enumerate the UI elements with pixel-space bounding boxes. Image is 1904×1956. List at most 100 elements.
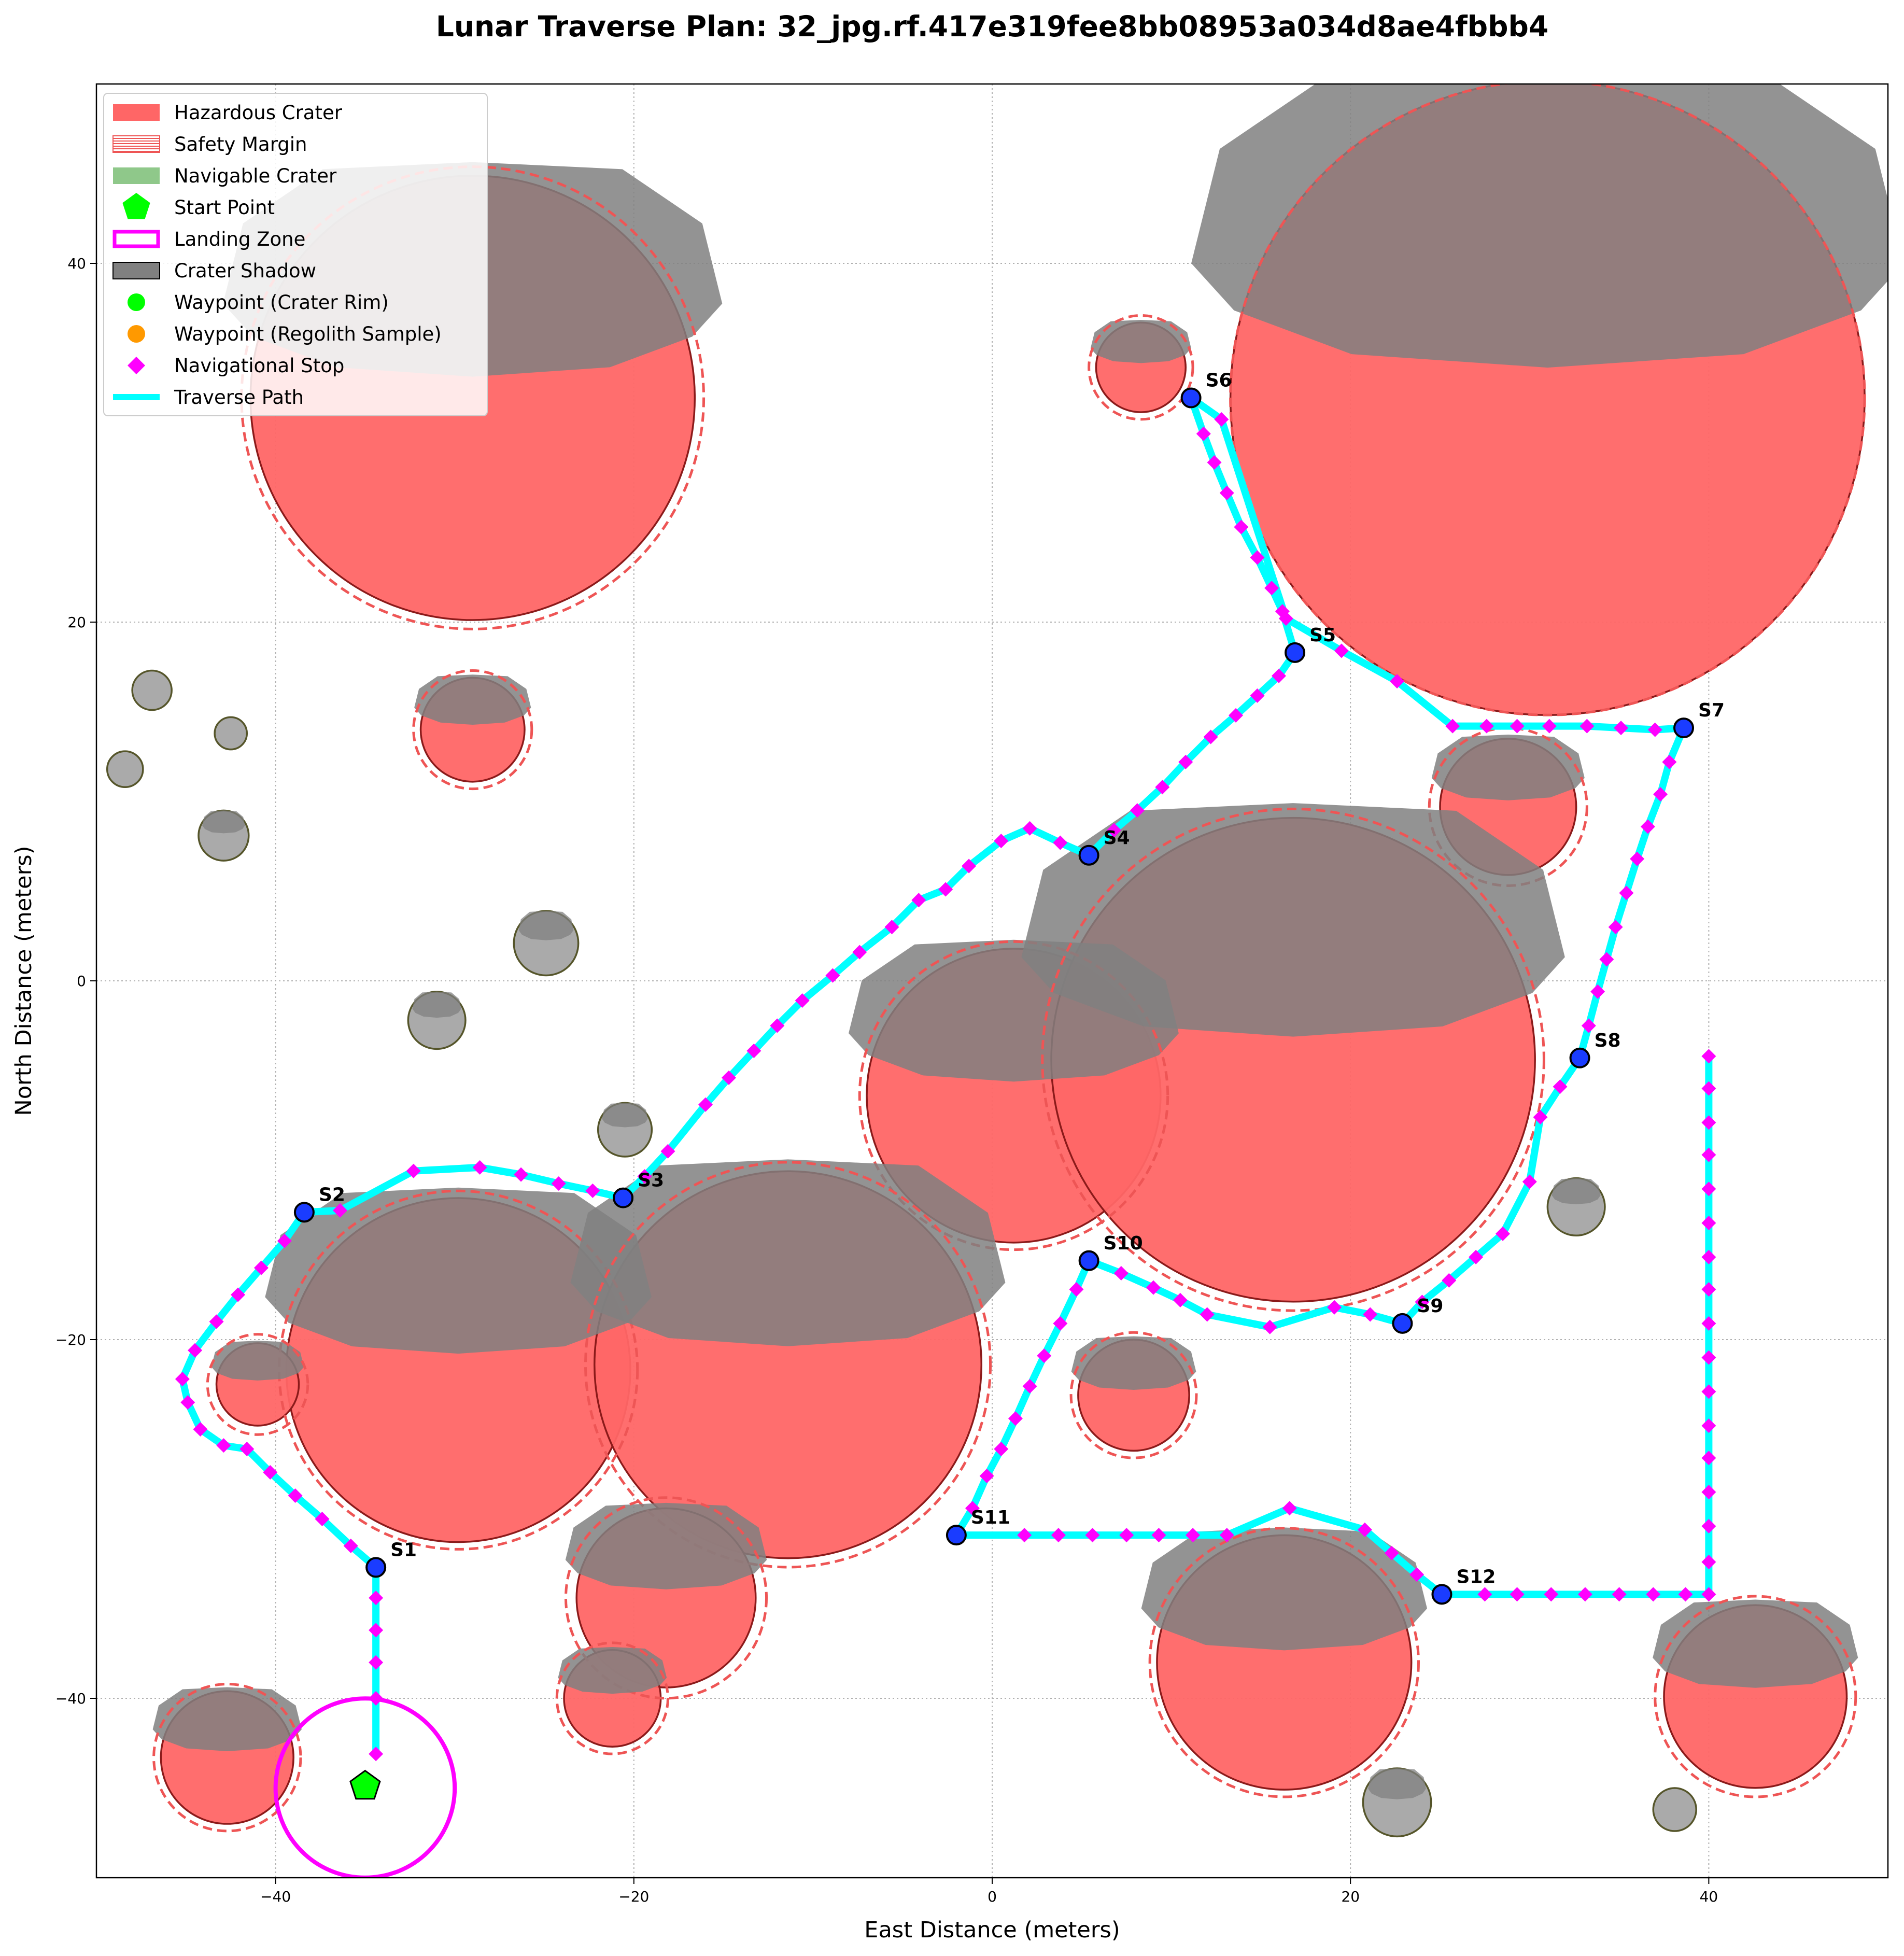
navigational-stop (698, 1097, 713, 1112)
navigational-stop (721, 1070, 736, 1085)
navigational-stop (1678, 1587, 1693, 1602)
stop-marker (613, 1187, 634, 1208)
navigational-stop (1327, 1300, 1342, 1315)
legend-entry: Navigable Crater (113, 165, 337, 187)
navigational-stop (1053, 1316, 1068, 1331)
navigational-stop (369, 1747, 384, 1762)
safety-margin (1069, 1331, 1198, 1459)
navigational-stop (343, 1538, 358, 1553)
navigational-stop (1178, 754, 1193, 769)
stop-label: S12 (1456, 1566, 1496, 1587)
navigational-stop (1363, 1307, 1378, 1322)
stop-marker (293, 1202, 315, 1223)
navigational-stop (825, 968, 840, 983)
navigational-stop (1647, 722, 1662, 737)
y-tick-label: −20 (55, 1331, 86, 1348)
navigable-crater (131, 669, 173, 711)
legend-label: Start Point (174, 196, 275, 219)
navigational-stop (1390, 674, 1405, 689)
navigational-stop (231, 1287, 246, 1302)
legend-shadow-swatch (112, 262, 160, 279)
navigational-stop (1053, 835, 1068, 850)
legend-entry: Navigational Stop (128, 355, 344, 377)
navigational-stop (979, 1468, 994, 1483)
safety-margin (584, 1161, 992, 1569)
navigational-stop (216, 1438, 231, 1453)
navigational-stop (1037, 1348, 1052, 1363)
navigational-stop (1653, 787, 1668, 802)
navigational-stop (1579, 719, 1595, 734)
navigational-stop (1409, 1567, 1425, 1582)
stop-label: S9 (1417, 1296, 1443, 1317)
navigable-crater-shadow (602, 1103, 648, 1128)
stop-label: S10 (1104, 1233, 1143, 1254)
safety-margin (1088, 314, 1194, 421)
navigational-stop (369, 1591, 384, 1606)
navigational-stop (1701, 1115, 1716, 1130)
crater-shadow (152, 1687, 302, 1751)
navigable-crater-shadow (518, 911, 574, 940)
navigational-stop (180, 1395, 195, 1410)
navigational-stop (1619, 885, 1634, 900)
navigational-stop (1640, 819, 1655, 834)
stop-label: S3 (638, 1170, 664, 1191)
navigational-stop (637, 1169, 652, 1184)
navigational-stop (1630, 851, 1645, 866)
safety-margin (278, 1189, 639, 1551)
crater-shadow (565, 1502, 767, 1589)
legend-label: Waypoint (Regolith Sample) (174, 323, 442, 345)
navigational-stop (1282, 1501, 1297, 1516)
navigational-stop (994, 1442, 1009, 1457)
crater-shadow (1021, 803, 1565, 1037)
tick-layer: −40 −20 0 20 40 −40 −20 0 20 40 (55, 255, 1718, 1905)
navigational-stop (852, 945, 867, 960)
navigational-stop (770, 1018, 785, 1033)
x-tick-label: 40 (1700, 1888, 1718, 1905)
navigational-stop (1701, 1418, 1716, 1433)
x-tick-label: −20 (618, 1888, 649, 1905)
navigational-stop (746, 1043, 761, 1058)
navigational-stop (1701, 1451, 1716, 1466)
navigational-stop (1701, 1555, 1716, 1570)
navigational-stop (333, 1203, 348, 1218)
navigational-stop (288, 1488, 303, 1503)
stop-marker (1078, 845, 1099, 866)
navigational-stop (369, 1623, 384, 1638)
crater-shadow (211, 1341, 304, 1381)
legend-rim-swatch (128, 293, 145, 311)
safety-margin (1041, 807, 1545, 1312)
navigational-stop (1533, 1109, 1548, 1124)
navigational-stop (1590, 984, 1605, 999)
navigational-stop (1445, 719, 1460, 734)
navigational-stop (1542, 719, 1557, 734)
legend-landing-swatch (112, 230, 160, 248)
navigational-stop (1415, 1294, 1430, 1310)
legend-label: Hazardous Crater (174, 102, 343, 124)
start-point (349, 1769, 381, 1800)
navigational-stop (263, 1465, 278, 1480)
y-tick-label: 40 (67, 255, 86, 272)
navigational-stop (1262, 1319, 1277, 1334)
navigational-stop (1051, 1528, 1066, 1543)
navigational-stop (1701, 1216, 1716, 1231)
navigational-stop (175, 1372, 190, 1387)
stop-label: S1 (390, 1539, 417, 1560)
navigational-stop (884, 920, 899, 935)
navigational-stop (1646, 1587, 1661, 1602)
navigational-stop (1553, 1079, 1568, 1094)
y-axis-title: North Distance (meters) (11, 846, 37, 1116)
navigational-stop (1278, 611, 1293, 626)
stop-marker (1569, 1047, 1590, 1068)
navigational-stop (1701, 1587, 1716, 1602)
legend-navstop-swatch (128, 357, 145, 374)
safety-margin (564, 1496, 768, 1700)
navigational-stop (1357, 1522, 1372, 1537)
navigational-stop (253, 1260, 269, 1275)
y-tick-label: −40 (55, 1690, 86, 1707)
stop-label: S4 (1104, 827, 1130, 849)
navigational-stop (1701, 1350, 1716, 1365)
crater-shadow (1191, 84, 1888, 368)
stop-marker (946, 1525, 967, 1546)
navigational-stop (1250, 688, 1265, 703)
navigational-stop (1155, 780, 1170, 795)
